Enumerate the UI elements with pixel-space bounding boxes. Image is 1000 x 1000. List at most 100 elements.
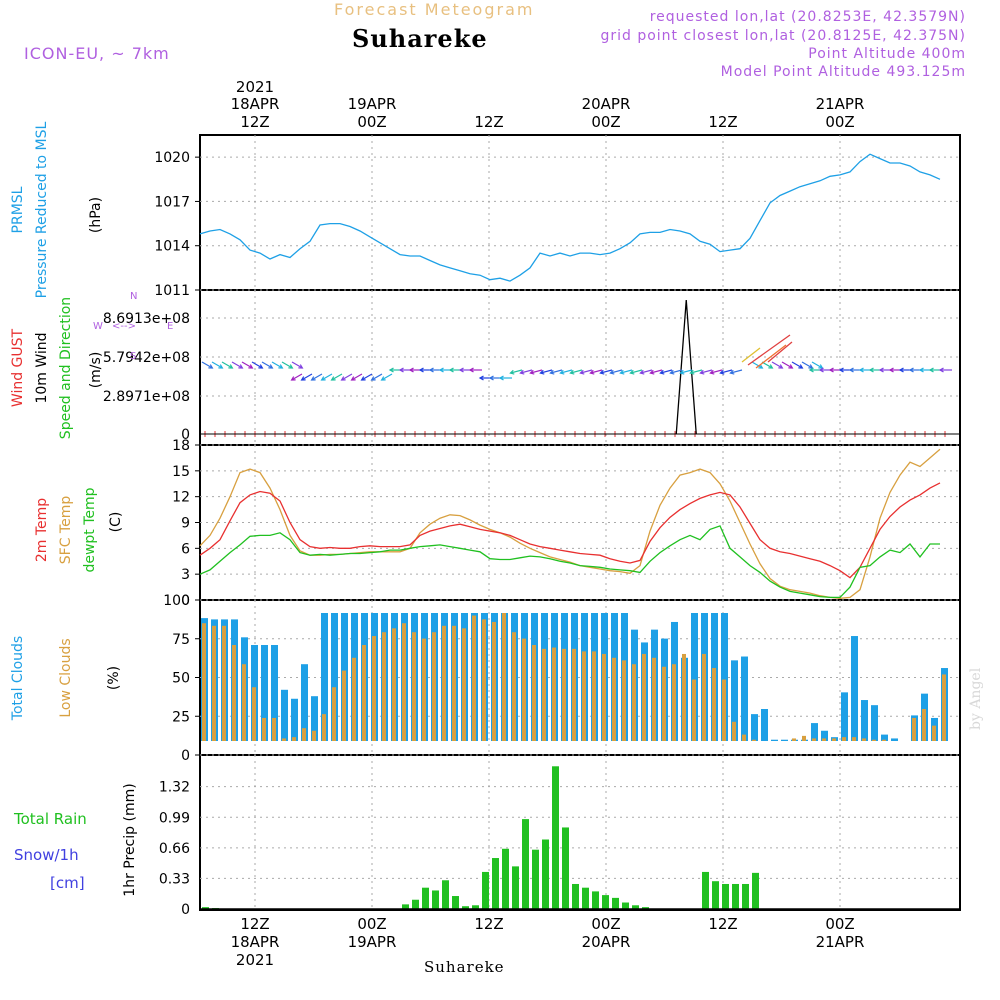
top-time-day-1: 19APR: [348, 95, 397, 113]
gust-arrow-1: [755, 344, 787, 369]
wind-arrowhead: [370, 376, 376, 381]
low-cloud-bar: [402, 623, 406, 741]
low-cloud-bar: [522, 638, 526, 741]
compass-w: W: [93, 321, 103, 332]
total-cloud-bar: [881, 734, 888, 741]
wind-arrowhead: [639, 369, 645, 375]
low-cloud-bar: [822, 738, 826, 741]
wind-arrow: [341, 373, 353, 381]
low-cloud-bar: [242, 664, 246, 741]
wind-arrow: [371, 373, 383, 381]
total-cloud-bar: [861, 700, 868, 741]
wind-arrowhead: [448, 367, 454, 373]
temp2m-label: 2m Temp: [34, 498, 50, 562]
low-cloud-bar: [452, 625, 456, 741]
low-cloud-bar: [472, 615, 476, 741]
rain-bar: [602, 895, 609, 909]
rain-bar: [432, 890, 439, 909]
snow-legend: Snow/1h: [14, 846, 79, 864]
total-cloud-bar: [771, 739, 778, 741]
low-cloud-bar: [202, 623, 206, 741]
total-cloud-bar: [721, 613, 728, 741]
ytick-label-2-1: 3: [181, 567, 190, 583]
ytick-label-1-1: 2.8971e+08: [103, 389, 190, 405]
wind-arrow: [301, 373, 313, 381]
wind-arrow: [530, 369, 543, 374]
low-cloud-bar: [732, 721, 736, 741]
low-cloud-bar: [602, 653, 606, 741]
wind-arrowhead: [798, 364, 804, 369]
wind-arrowhead: [579, 369, 585, 375]
rain-bar: [522, 819, 529, 909]
wind-arrowhead: [498, 375, 504, 381]
wind-arrow: [231, 361, 243, 369]
wind-arrowhead: [729, 369, 735, 375]
wind-arrowhead: [808, 367, 814, 373]
low-cloud-bar: [412, 632, 416, 741]
wind-arrowhead: [298, 364, 304, 369]
total-cloud-bar: [321, 613, 328, 741]
gust-arrow-0: [747, 334, 791, 366]
wind-arrow: [670, 369, 683, 374]
wind-arrowhead: [679, 369, 685, 375]
panel-frame-1: [199, 289, 961, 446]
rain-bar: [722, 883, 729, 909]
wind-arrow: [221, 361, 233, 369]
bottom-time-day-5: 21APR: [816, 933, 865, 951]
low-cloud-bar: [502, 613, 506, 741]
wind-arrow: [580, 369, 593, 374]
total-cloud-bar: [731, 660, 738, 741]
top-time-hour-1: 00Z: [357, 113, 386, 131]
wind-arrow: [550, 369, 563, 374]
rain-bar: [732, 883, 739, 909]
rain-bar: [452, 896, 459, 909]
wind-arrowhead: [758, 364, 764, 369]
low-cloud-bar: [462, 628, 466, 741]
total-cloud-bar: [741, 656, 748, 741]
wind-arrowhead: [300, 376, 306, 381]
ytick-label-4-3: 0.99: [159, 810, 190, 826]
wind-arrowhead: [709, 369, 715, 375]
wind-arrowhead: [458, 367, 464, 373]
wind-arrowhead: [398, 367, 404, 373]
wind-arrowhead: [888, 367, 894, 373]
location-title: Suhareke: [352, 24, 488, 53]
pressure-label: Pressure Reduced to MSL: [34, 121, 50, 298]
wind-arrowhead: [659, 369, 665, 375]
wind-arrow: [520, 369, 533, 374]
wind-arrowhead: [918, 367, 924, 373]
total-cloud-bar: [871, 705, 878, 741]
low-cloud-bar: [592, 651, 596, 741]
pressure-unit: (hPa): [88, 197, 104, 233]
top-time-day-0: 18APR: [231, 95, 280, 113]
low-cloud-bar: [552, 647, 556, 741]
panel-frame-4: [199, 754, 961, 911]
ytick-label-1-2: 5.7942e+08: [103, 350, 190, 366]
ytick-label-1-3: 8.6913e+08: [103, 311, 190, 327]
rain-bar: [482, 871, 489, 909]
low-cloud-bar: [352, 657, 356, 741]
wind-arrowhead: [228, 364, 234, 369]
ytick-label-4-2: 0.66: [159, 841, 190, 857]
wind-arrow: [271, 361, 283, 369]
rain-bar: [532, 849, 539, 909]
wind-arrowhead: [380, 376, 386, 381]
wind-arrowhead: [898, 367, 904, 373]
ytick-label-2-3: 9: [181, 516, 190, 532]
wind-arrowhead: [858, 367, 864, 373]
wind-arrowhead: [629, 369, 635, 375]
low-cloud-bar: [482, 619, 486, 741]
low-cloud-bar: [622, 660, 626, 741]
low-cloud-bar: [872, 739, 876, 741]
ytick-label-3-2: 50: [172, 671, 190, 687]
low-cloud-bar: [572, 648, 576, 741]
low-cloud-bar: [632, 664, 636, 741]
wind-arrowhead: [818, 364, 824, 369]
footer-location: Suhareke: [424, 958, 505, 976]
low-cloud-bar: [532, 645, 536, 741]
wind-arrowhead: [539, 369, 545, 375]
ytick-label-3-4: 100: [163, 593, 190, 609]
wind-arrowhead: [388, 367, 394, 373]
wind-arrow: [680, 369, 693, 374]
